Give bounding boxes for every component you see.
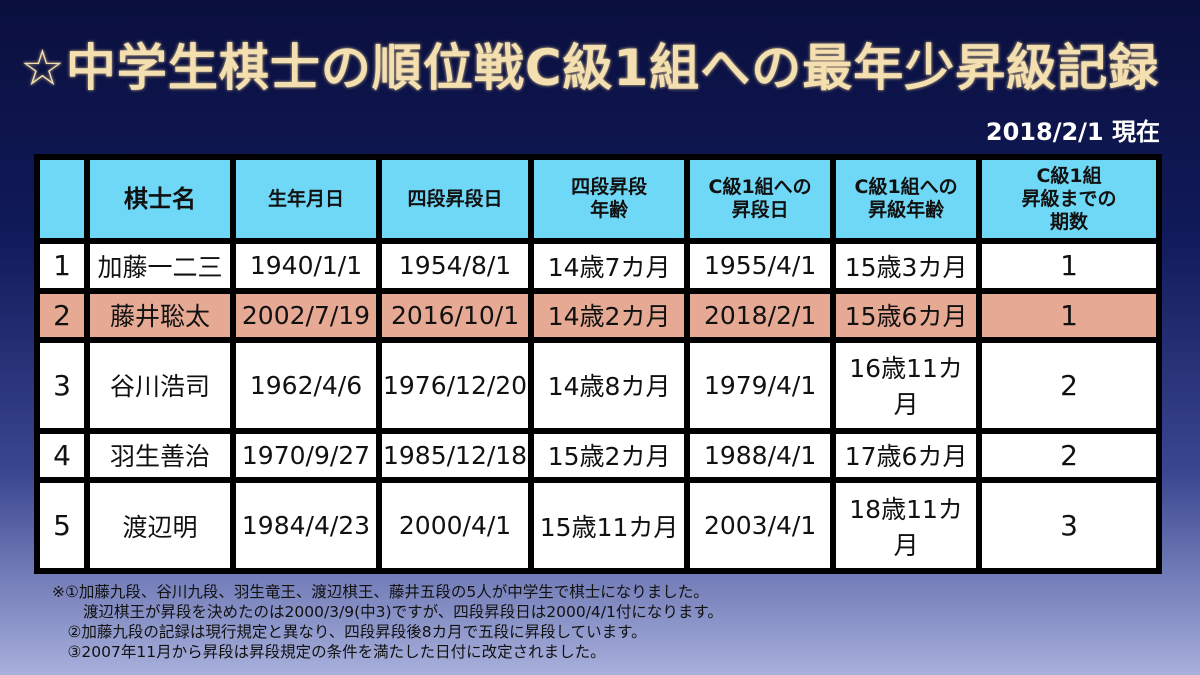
records-table: 棋士名 生年月日 四段昇段日 四段昇段 年齢 C級1組への 昇段日 C級1組への 昇級… bbox=[34, 154, 1162, 574]
cell-birth: 1984/4/23 bbox=[236, 483, 376, 568]
footnote-line: ③2007年11月から昇段は昇段規定の条件を満たした日付に改定されました。 bbox=[52, 643, 606, 661]
cell-birth: 2002/7/19 bbox=[236, 293, 376, 337]
cell-promo4-date: 1985/12/18 bbox=[382, 433, 529, 478]
records-table-container: 棋士名 生年月日 四段昇段日 四段昇段 年齢 C級1組への 昇段日 C級1組への 昇級… bbox=[34, 154, 1162, 574]
header-rank bbox=[40, 160, 84, 238]
footnote-line: 渡辺棋王が昇段を決めたのは2000/3/9(中3)ですが、四段昇段日は2000/… bbox=[52, 603, 723, 621]
cell-rank: 4 bbox=[40, 433, 84, 478]
cell-c1-age: 17歳6カ月 bbox=[836, 433, 977, 478]
cell-rank: 1 bbox=[40, 244, 84, 288]
as-of-date: 2018/2/1 現在 bbox=[985, 118, 1160, 146]
cell-name: 羽生善治 bbox=[90, 433, 230, 478]
cell-c1-date: 1979/4/1 bbox=[690, 343, 831, 428]
header-row: 棋士名 生年月日 四段昇段日 四段昇段 年齢 C級1組への 昇段日 C級1組への 昇級… bbox=[40, 160, 1156, 238]
table-row: 1 加藤一二三 1940/1/1 1954/8/1 14歳7カ月 1955/4/1 15歳3… bbox=[40, 244, 1156, 288]
cell-name: 藤井聡太 bbox=[90, 293, 230, 337]
table-row: 2 藤井聡太 2002/7/19 2016/10/1 14歳2カ月 2018/2/1 15歳… bbox=[40, 293, 1156, 337]
cell-c1-date: 1955/4/1 bbox=[690, 244, 831, 288]
cell-name: 加藤一二三 bbox=[90, 244, 230, 288]
cell-terms: 2 bbox=[982, 343, 1156, 428]
footnote-line: ※①加藤九段、谷川九段、羽生竜王、渡辺棋王、藤井五段の5人が中学生で棋士になりま… bbox=[52, 583, 709, 601]
footnotes: ※①加藤九段、谷川九段、羽生竜王、渡辺棋王、藤井五段の5人が中学生で棋士になりま… bbox=[52, 582, 1172, 662]
header-name: 棋士名 bbox=[90, 160, 230, 238]
cell-promo4-date: 2016/10/1 bbox=[382, 293, 529, 337]
cell-promo4-age: 15歳2カ月 bbox=[534, 433, 685, 478]
table-row: 3 谷川浩司 1962/4/6 1976/12/20 14歳8カ月 1979/4/1 16歳… bbox=[40, 343, 1156, 428]
cell-rank: 5 bbox=[40, 483, 84, 568]
cell-c1-age: 16歳11カ月 bbox=[836, 343, 977, 428]
cell-promo4-age: 14歳2カ月 bbox=[534, 293, 685, 337]
table-row: 5 渡辺明 1984/4/23 2000/4/1 15歳11カ月 2003/4/1 18歳1… bbox=[40, 483, 1156, 568]
cell-c1-date: 2018/2/1 bbox=[690, 293, 831, 337]
cell-birth: 1970/9/27 bbox=[236, 433, 376, 478]
cell-rank: 3 bbox=[40, 343, 84, 428]
cell-c1-date: 1988/4/1 bbox=[690, 433, 831, 478]
cell-c1-date: 2003/4/1 bbox=[690, 483, 831, 568]
cell-name: 谷川浩司 bbox=[90, 343, 230, 428]
cell-promo4-date: 1954/8/1 bbox=[382, 244, 529, 288]
cell-c1-age: 15歳6カ月 bbox=[836, 293, 977, 337]
cell-promo4-date: 1976/12/20 bbox=[382, 343, 529, 428]
cell-promo4-age: 14歳8カ月 bbox=[534, 343, 685, 428]
cell-name: 渡辺明 bbox=[90, 483, 230, 568]
cell-c1-age: 15歳3カ月 bbox=[836, 244, 977, 288]
cell-c1-age: 18歳11カ月 bbox=[836, 483, 977, 568]
header-promo4-date: 四段昇段日 bbox=[382, 160, 529, 238]
cell-terms: 3 bbox=[982, 483, 1156, 568]
cell-promo4-date: 2000/4/1 bbox=[382, 483, 529, 568]
footnote-line: ②加藤九段の記録は現行規定と異なり、四段昇段後8カ月で五段に昇段しています。 bbox=[52, 623, 647, 641]
header-promo4-age: 四段昇段 年齢 bbox=[534, 160, 685, 238]
cell-terms: 2 bbox=[982, 433, 1156, 478]
cell-terms: 1 bbox=[982, 293, 1156, 337]
header-c1-age: C級1組への 昇級年齢 bbox=[836, 160, 977, 238]
header-birth: 生年月日 bbox=[236, 160, 376, 238]
cell-birth: 1962/4/6 bbox=[236, 343, 376, 428]
header-terms: C級1組 昇級までの 期数 bbox=[982, 160, 1156, 238]
cell-promo4-age: 14歳7カ月 bbox=[534, 244, 685, 288]
header-c1-date: C級1組への 昇段日 bbox=[690, 160, 831, 238]
page-title: ☆中学生棋士の順位戦C級1組への最年少昇級記録 bbox=[20, 39, 1160, 97]
cell-terms: 1 bbox=[982, 244, 1156, 288]
cell-birth: 1940/1/1 bbox=[236, 244, 376, 288]
cell-promo4-age: 15歳11カ月 bbox=[534, 483, 685, 568]
table-row: 4 羽生善治 1970/9/27 1985/12/18 15歳2カ月 1988/4/1 17… bbox=[40, 433, 1156, 478]
cell-rank: 2 bbox=[40, 293, 84, 337]
